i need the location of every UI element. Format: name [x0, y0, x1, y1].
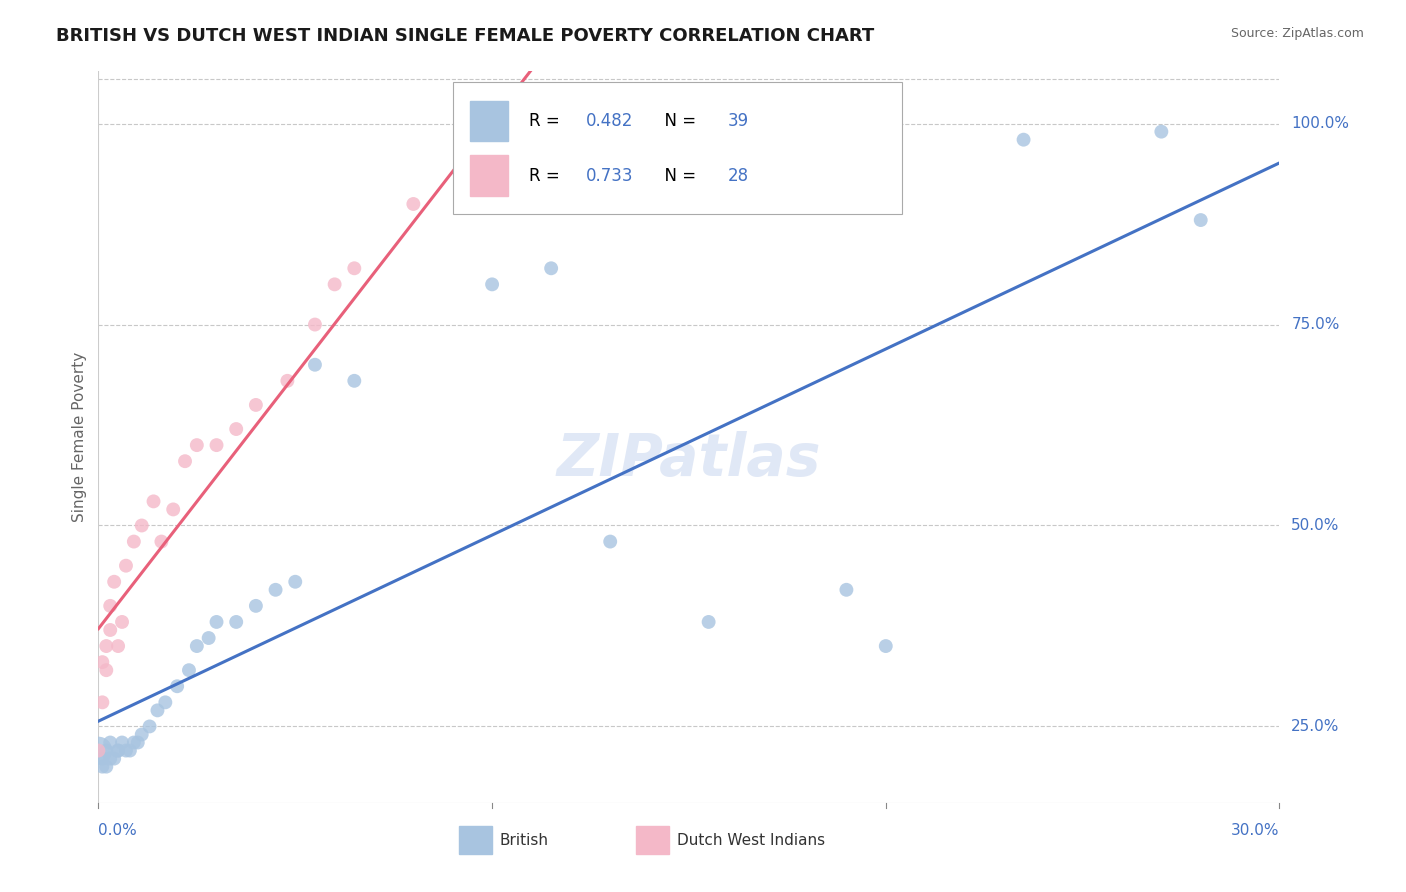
Point	[697, 615, 720, 629]
Point	[155, 695, 177, 709]
Point	[111, 615, 134, 629]
Point	[91, 751, 114, 765]
Point	[98, 599, 121, 613]
Text: 28: 28	[728, 167, 749, 185]
Text: 0.733: 0.733	[586, 167, 634, 185]
Point	[96, 639, 118, 653]
Point	[91, 695, 114, 709]
Point	[343, 374, 366, 388]
Point	[127, 735, 149, 749]
Point	[103, 751, 125, 765]
Text: Source: ZipAtlas.com: Source: ZipAtlas.com	[1230, 27, 1364, 40]
Point	[107, 743, 129, 757]
Point	[461, 181, 484, 195]
Point	[122, 735, 145, 749]
Point	[98, 623, 121, 637]
Point	[225, 422, 247, 436]
Point	[131, 727, 153, 741]
Y-axis label: Single Female Poverty: Single Female Poverty	[72, 352, 87, 522]
FancyBboxPatch shape	[453, 82, 901, 214]
Point	[245, 599, 267, 613]
Point	[1012, 133, 1035, 147]
Point	[166, 679, 188, 693]
Point	[245, 398, 267, 412]
Text: 25.0%: 25.0%	[1291, 719, 1340, 734]
Point	[1150, 125, 1173, 139]
Text: ZIPatlas: ZIPatlas	[557, 431, 821, 488]
Point	[540, 261, 562, 276]
Bar	[471, 155, 508, 195]
Point	[323, 277, 346, 292]
Point	[131, 518, 153, 533]
Point	[115, 743, 138, 757]
Point	[138, 719, 160, 733]
Point	[481, 277, 503, 292]
Bar	[458, 826, 492, 854]
Point	[599, 534, 621, 549]
Point	[205, 615, 228, 629]
Text: N =: N =	[654, 167, 700, 185]
Point	[875, 639, 897, 653]
Point	[304, 318, 326, 332]
Point	[118, 743, 141, 757]
Point	[122, 534, 145, 549]
Point	[111, 735, 134, 749]
Bar	[471, 101, 508, 141]
Bar	[636, 826, 669, 854]
Point	[91, 759, 114, 773]
Point	[146, 703, 169, 717]
Point	[98, 751, 121, 765]
Point	[96, 743, 118, 757]
Text: 39: 39	[728, 112, 749, 129]
Point	[205, 438, 228, 452]
Text: Dutch West Indians: Dutch West Indians	[678, 833, 825, 848]
Point	[142, 494, 165, 508]
Text: 0.0%: 0.0%	[98, 823, 138, 838]
Point	[107, 639, 129, 653]
Text: British: British	[501, 833, 548, 848]
Point	[91, 655, 114, 669]
Point	[520, 157, 543, 171]
Text: R =: R =	[530, 167, 565, 185]
Point	[96, 759, 118, 773]
Point	[402, 197, 425, 211]
Point	[174, 454, 197, 468]
Point	[225, 615, 247, 629]
Text: 50.0%: 50.0%	[1291, 518, 1340, 533]
Text: R =: R =	[530, 112, 565, 129]
Point	[87, 743, 110, 757]
Text: 75.0%: 75.0%	[1291, 317, 1340, 332]
Point	[186, 639, 208, 653]
Point	[276, 374, 298, 388]
Text: N =: N =	[654, 112, 700, 129]
Point	[1189, 213, 1212, 227]
Point	[115, 558, 138, 573]
Point	[107, 743, 129, 757]
Point	[186, 438, 208, 452]
Point	[264, 582, 287, 597]
Point	[103, 574, 125, 589]
Point	[162, 502, 184, 516]
Point	[284, 574, 307, 589]
Point	[177, 663, 200, 677]
Point	[87, 743, 110, 757]
Text: 100.0%: 100.0%	[1291, 116, 1350, 131]
Text: BRITISH VS DUTCH WEST INDIAN SINGLE FEMALE POVERTY CORRELATION CHART: BRITISH VS DUTCH WEST INDIAN SINGLE FEMA…	[56, 27, 875, 45]
Point	[96, 663, 118, 677]
Text: 30.0%: 30.0%	[1232, 823, 1279, 838]
Point	[343, 261, 366, 276]
Point	[98, 735, 121, 749]
Point	[150, 534, 173, 549]
Text: 0.482: 0.482	[586, 112, 634, 129]
Point	[304, 358, 326, 372]
Point	[835, 582, 858, 597]
Point	[197, 631, 219, 645]
